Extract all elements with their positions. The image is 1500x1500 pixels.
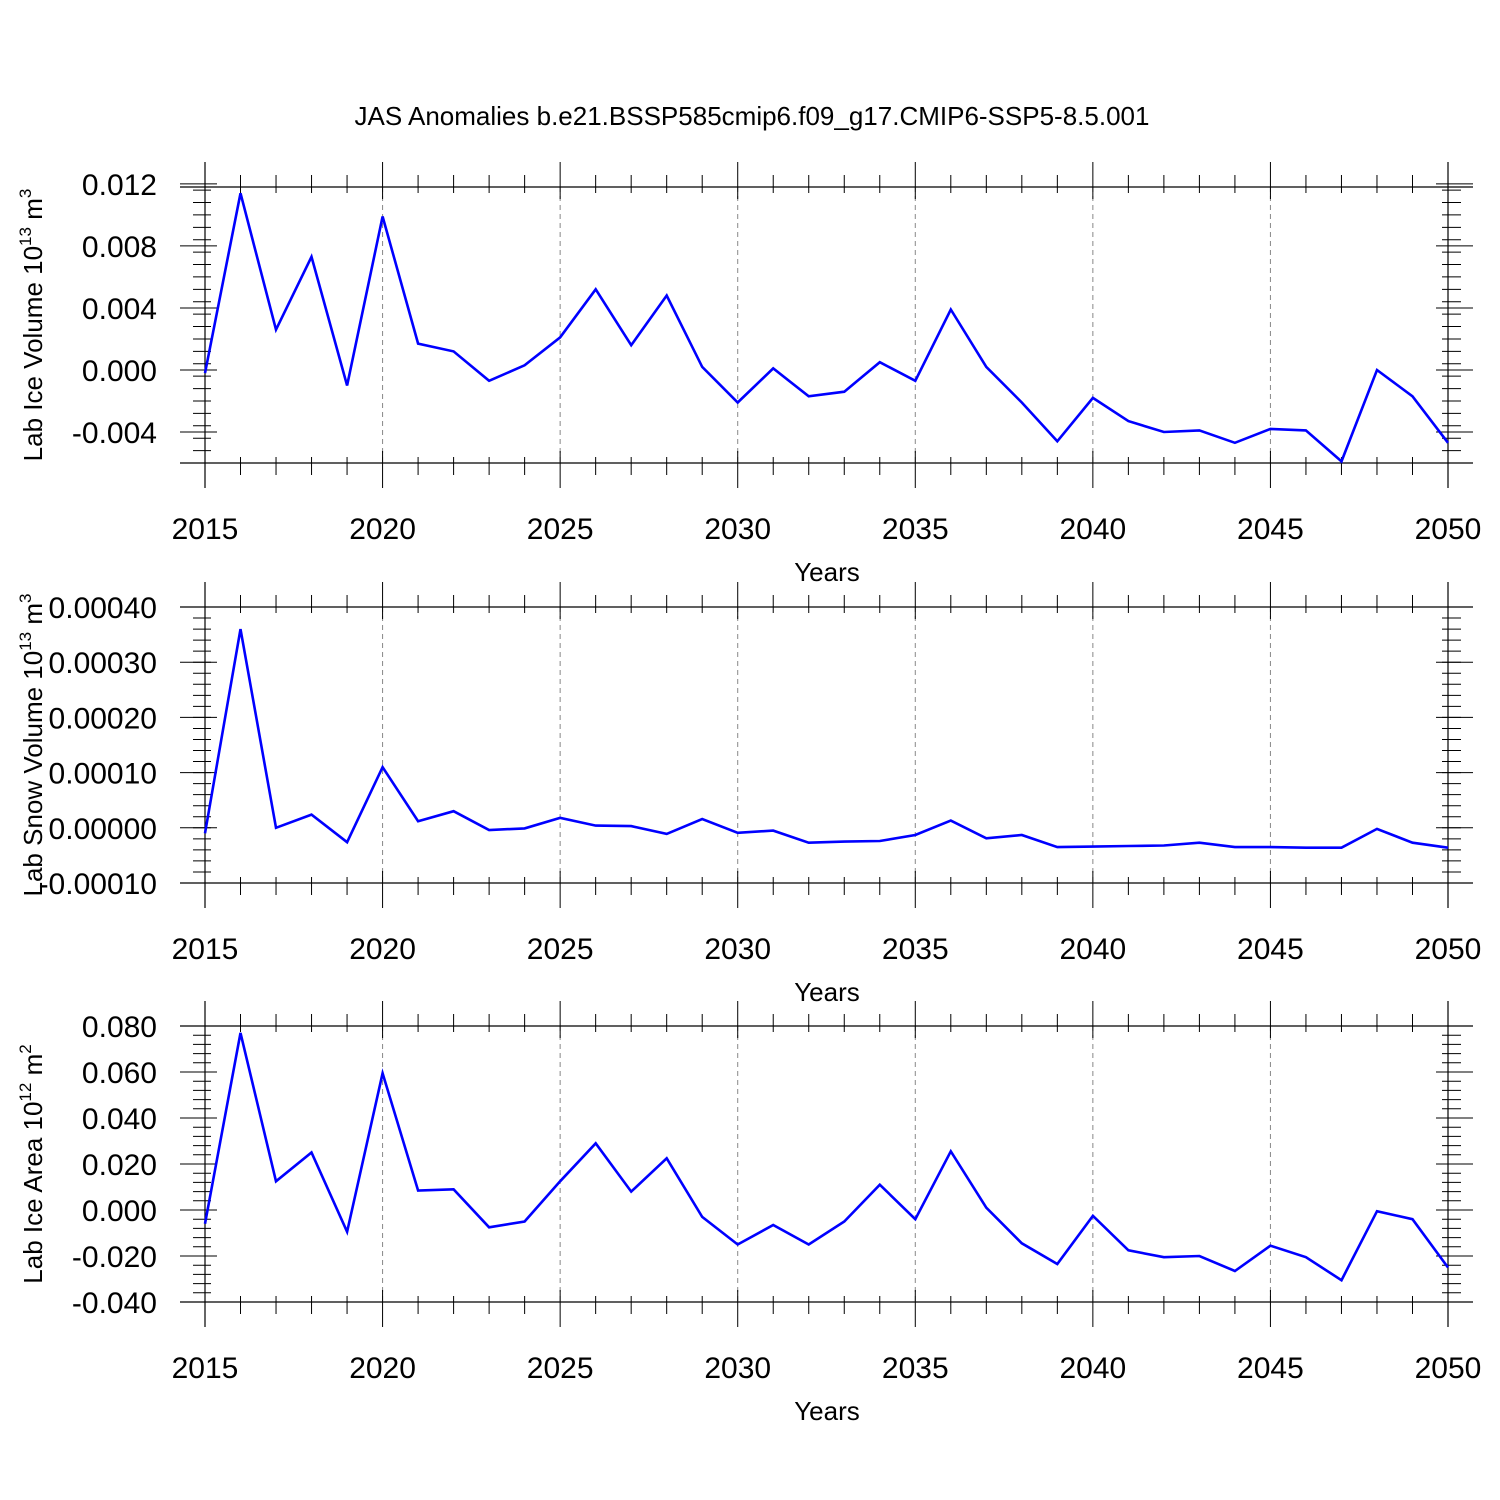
x-axis-label: Years	[794, 977, 860, 1007]
y-tick-label: 0.012	[82, 169, 157, 202]
x-tick-label: 2030	[704, 1352, 771, 1385]
x-tick-label: 2050	[1415, 933, 1482, 966]
y-tick-label: 0.040	[82, 1103, 157, 1136]
x-tick-label: 2030	[704, 513, 771, 546]
chart-panel-3: 2015 2020 2025 2030 2035 2040 2045 2050 0.080 0.0…	[16, 1001, 1481, 1426]
chart-title: JAS Anomalies b.e21.BSSP585cmip6.f09_g17…	[355, 101, 1150, 131]
y-tick-label: -0.040	[72, 1287, 157, 1320]
x-tick-label: 2045	[1237, 933, 1304, 966]
x-tick-label: 2040	[1059, 933, 1126, 966]
y-tick-label: 0.00030	[49, 647, 157, 680]
x-tick-label: 2040	[1059, 1352, 1126, 1385]
x-tick-label: 2025	[527, 513, 594, 546]
x-tick-label: 2015	[172, 513, 239, 546]
series-line	[203, 192, 1450, 464]
x-axis-label: Years	[794, 557, 860, 587]
y-tick-label: 0.004	[82, 293, 157, 326]
x-tick-label: 2045	[1237, 513, 1304, 546]
y-tick-label: 0.00010	[49, 758, 157, 791]
x-tick-label: 2020	[349, 513, 416, 546]
x-tick-label: 2040	[1059, 513, 1126, 546]
y-tick-label: -0.00010	[39, 868, 157, 901]
y-axis-label: Lab Ice Volume 1013 m3	[16, 189, 48, 462]
x-tick-label: 2035	[882, 933, 949, 966]
y-tick-label: -0.004	[72, 417, 157, 450]
x-tick-label: 2030	[704, 933, 771, 966]
x-axis-label: Years	[794, 1396, 860, 1426]
y-axis-label: Lab Ice Area 1012 m2	[16, 1044, 48, 1283]
series-line	[203, 628, 1449, 850]
x-tick-label: 2020	[349, 1352, 416, 1385]
y-tick-label: 0.000	[82, 1195, 157, 1228]
x-tick-label: 2035	[882, 1352, 949, 1385]
series-line	[203, 1032, 1450, 1283]
y-tick-label: 0.00020	[49, 702, 157, 735]
y-tick-label: 0.020	[82, 1149, 157, 1182]
x-tick-label: 2020	[349, 933, 416, 966]
x-tick-label: 2035	[882, 513, 949, 546]
y-tick-label: 0.060	[82, 1057, 157, 1090]
x-tick-label: 2015	[172, 1352, 239, 1385]
x-tick-label: 2050	[1415, 513, 1482, 546]
chart-panel-1: 2015 2020 2025 2030 2035 2040 2045 2050 0.012 0.0…	[16, 162, 1481, 587]
x-tick-label: 2025	[527, 933, 594, 966]
x-tick-label: 2015	[172, 933, 239, 966]
y-tick-label: 0.080	[82, 1011, 157, 1044]
x-tick-label: 2045	[1237, 1352, 1304, 1385]
y-tick-label: 0.008	[82, 231, 157, 264]
y-tick-label: 0.00040	[49, 592, 157, 625]
y-axis-label: Lab Snow Volume 1013 m3	[16, 593, 48, 896]
chart-panel-2: 2015 2020 2025 2030 2035 2040 2045 2050 0.00040 0…	[16, 582, 1481, 1007]
x-tick-label: 2050	[1415, 1352, 1482, 1385]
x-tick-label: 2025	[527, 1352, 594, 1385]
y-tick-label: 0.000	[82, 355, 157, 388]
y-tick-label: 0.00000	[49, 813, 157, 846]
y-tick-label: -0.020	[72, 1241, 157, 1274]
